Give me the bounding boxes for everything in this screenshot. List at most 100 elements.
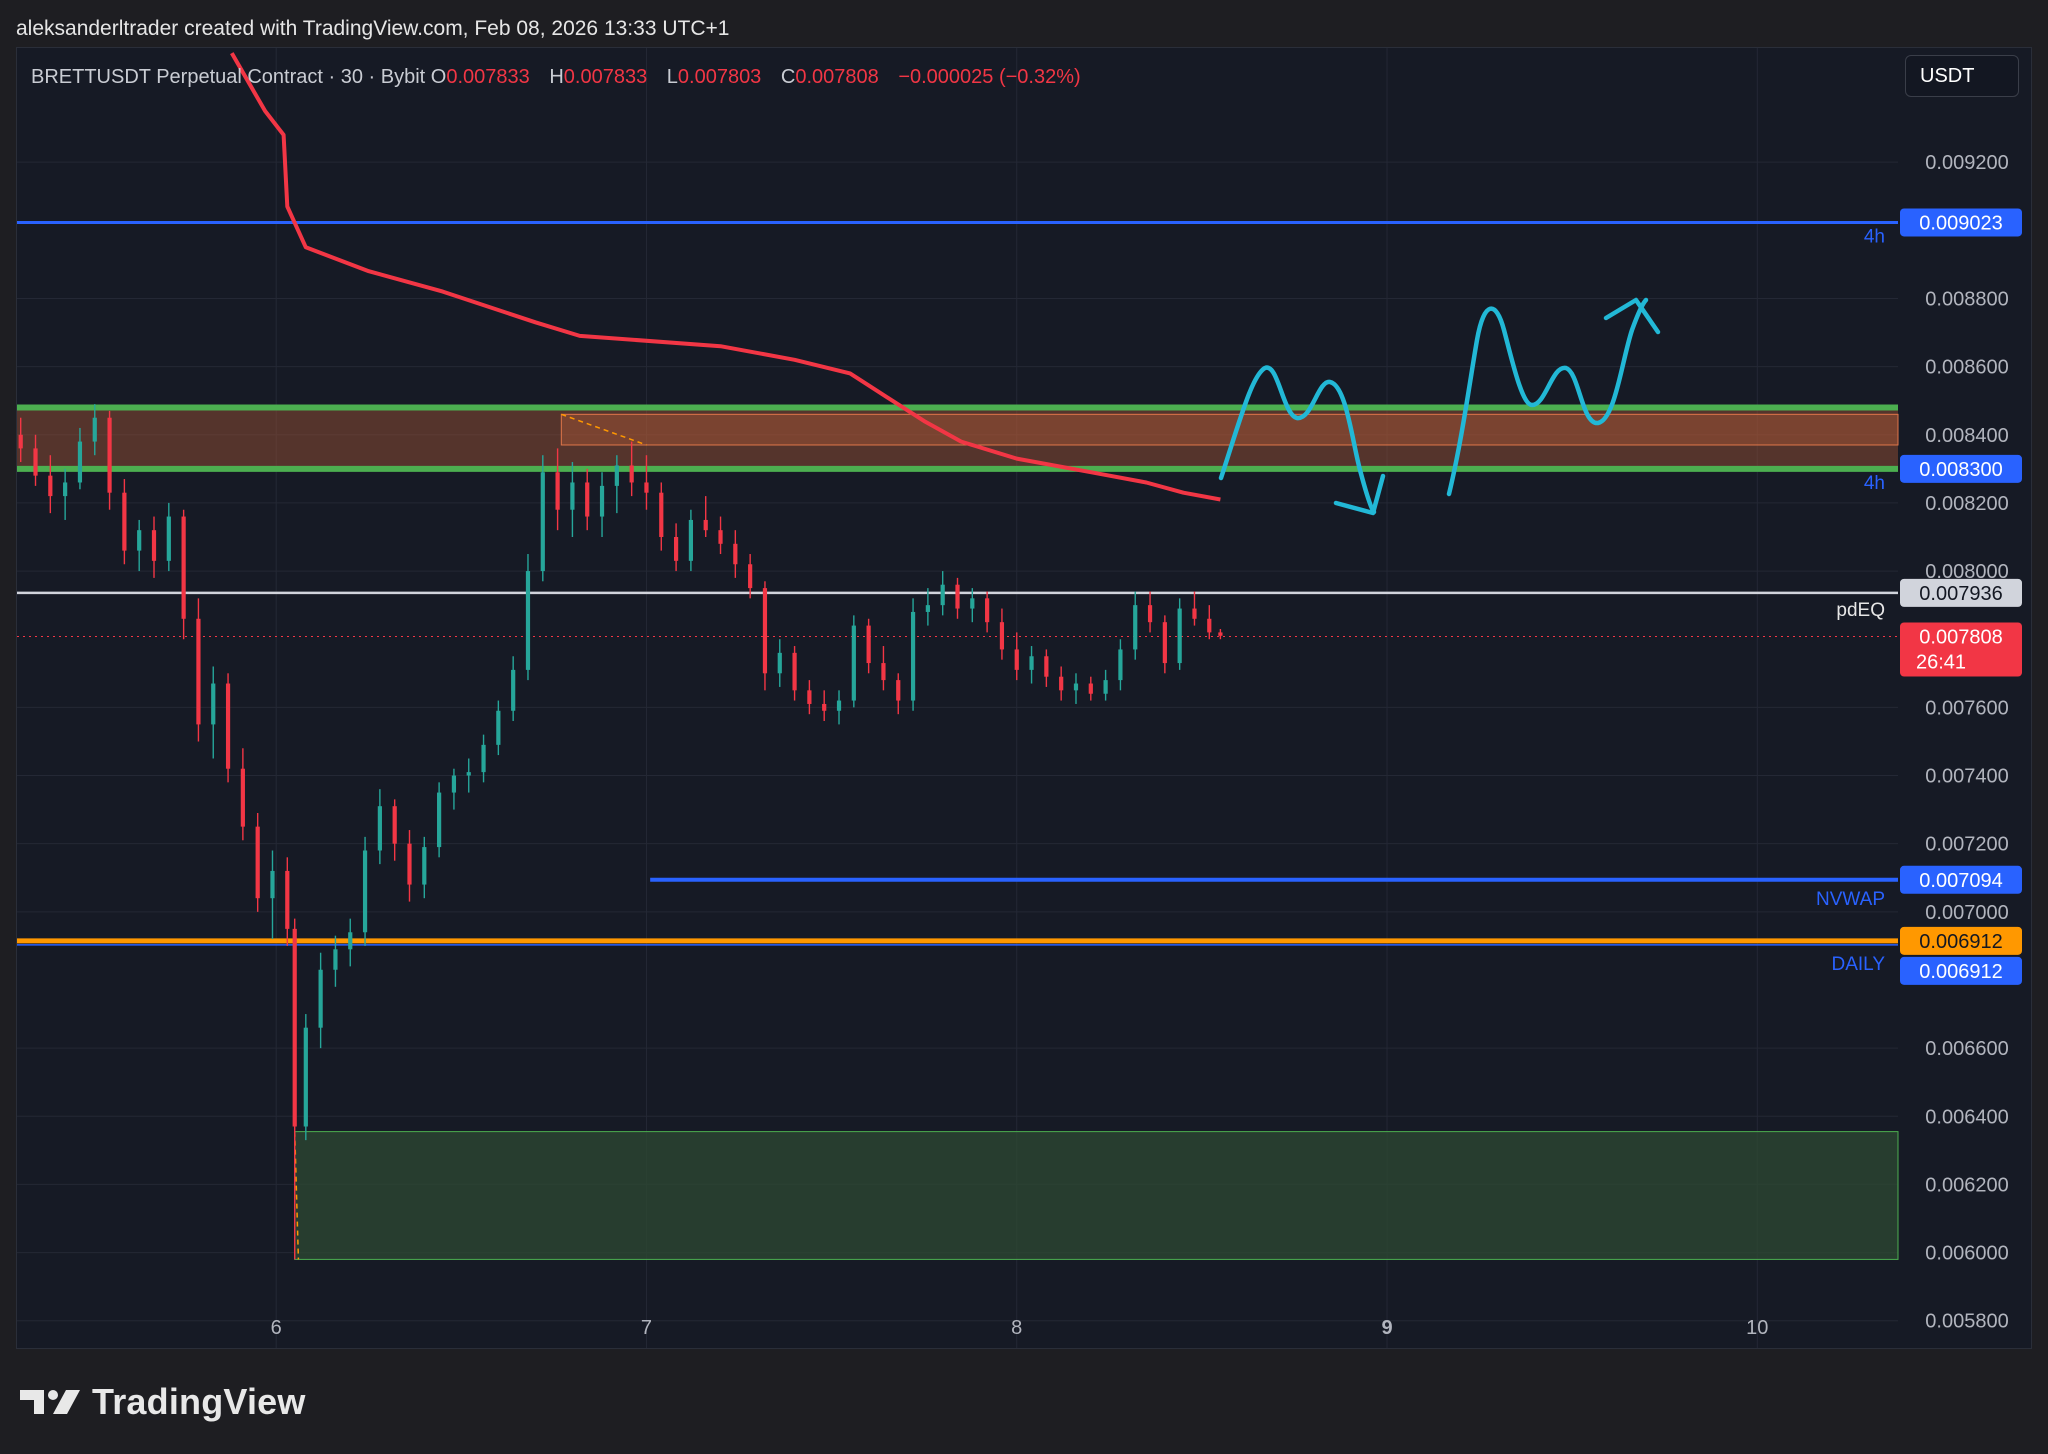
chart-overlay — [230, 52, 1221, 502]
chart-attribution: aleksanderltrader created with TradingVi… — [16, 17, 730, 40]
candle-body — [151, 530, 157, 561]
candle-body — [659, 492, 664, 537]
candle-body — [1118, 649, 1123, 681]
tradingview-logo-icon — [20, 1390, 80, 1414]
price-label-bg — [1900, 208, 2022, 237]
candle-body — [985, 598, 990, 623]
price-label: 0.006912 — [1919, 961, 2002, 983]
low-label: L — [666, 66, 678, 88]
candle-body — [748, 564, 753, 589]
candle-body — [1218, 632, 1223, 636]
price-label-bg — [1900, 926, 2022, 955]
candle-body — [270, 870, 275, 899]
candle-body — [1044, 656, 1049, 677]
candle-body — [292, 928, 297, 1127]
last-price-label-bg — [1900, 622, 2022, 677]
candle-body — [955, 584, 960, 609]
symbol-label[interactable]: BRETTUSDT Perpetual Contract · 30 · Bybi… — [31, 66, 426, 88]
candle-body — [777, 652, 782, 674]
candle-body — [822, 703, 827, 711]
x-tick-label: 9 — [1381, 1317, 1392, 1339]
candle-body — [807, 690, 812, 704]
price-label: 0.007936 — [1919, 583, 2002, 605]
price-axis: 0.009200 0.008800 0.008600 0.008400 0.008200… — [1925, 152, 2008, 1333]
candle-body — [644, 482, 649, 493]
level-tag: 4h — [1864, 473, 1885, 494]
candle-body — [107, 417, 112, 493]
candle-body — [451, 775, 457, 793]
candle-body — [407, 843, 412, 885]
x-tick-label: 8 — [1011, 1317, 1022, 1339]
candle-body — [881, 663, 886, 681]
level-tag: pdEQ — [1836, 600, 1885, 621]
candle-body — [1059, 676, 1064, 691]
y-tick-label: 0.006600 — [1925, 1038, 2008, 1060]
candle-body — [1162, 622, 1167, 664]
currency-button[interactable]: USDT — [1905, 55, 2019, 97]
high-value: 0.007833 — [563, 66, 648, 88]
candle-body — [555, 472, 560, 510]
last-price-label: 0.007808 — [1919, 626, 2002, 648]
candle-body — [733, 543, 738, 565]
candle-body — [1207, 618, 1212, 633]
candle-body — [166, 516, 171, 561]
candle-body — [688, 519, 694, 561]
open-value: 0.007833 — [446, 66, 530, 88]
price-label: 0.009023 — [1919, 212, 2002, 234]
x-tick-label: 10 — [1746, 1317, 1768, 1339]
candle-body — [896, 680, 901, 701]
candle-body — [1177, 608, 1182, 664]
y-tick-label: 0.008800 — [1925, 288, 2008, 310]
price-label: 0.007094 — [1919, 870, 2002, 892]
candle-body — [940, 584, 945, 606]
price-labels: 0.009023 0.008300 0.007936 0.007094 0.006912… — [1816, 208, 2022, 985]
candle-body — [866, 625, 871, 664]
price-label-bg — [1900, 454, 2022, 483]
y-tick-label: 0.006200 — [1925, 1174, 2008, 1196]
candle-body — [422, 847, 427, 885]
y-tick-label: 0.007600 — [1925, 697, 2008, 719]
candle-body — [466, 772, 471, 776]
projection-path-2 — [1446, 297, 1649, 497]
candle-body — [511, 669, 516, 711]
level-tag: NVWAP — [1816, 889, 1885, 910]
candle-body — [629, 465, 634, 483]
candle-body — [18, 434, 23, 449]
candle-body — [377, 806, 382, 851]
candle-body — [362, 850, 368, 933]
high-label: H — [549, 66, 564, 88]
y-tick-label: 0.008200 — [1925, 493, 2008, 515]
candle-body — [137, 530, 142, 551]
price-label-bg — [1900, 578, 2022, 607]
candle-body — [673, 536, 679, 561]
candle-body — [348, 932, 353, 950]
x-tick-label: 7 — [641, 1317, 652, 1339]
candle-body — [614, 465, 619, 486]
candle-body — [181, 516, 186, 619]
tradingview-branding[interactable]: TradingView — [20, 1381, 306, 1423]
candle-body — [211, 683, 216, 725]
candle-body — [318, 969, 323, 1028]
support-zone — [294, 1131, 1899, 1260]
change-value: −0.000025 (−0.32%) — [898, 66, 1081, 88]
candle-body — [92, 417, 97, 442]
projection-path-1 — [1218, 365, 1377, 515]
candle-body — [1073, 683, 1079, 691]
candle-body — [585, 482, 590, 517]
candle-body — [570, 482, 575, 510]
projection-arrow-down — [1333, 473, 1386, 516]
candle-body — [910, 611, 916, 701]
candle-body — [333, 949, 338, 970]
candle-body — [925, 605, 930, 612]
candle-body — [999, 622, 1005, 650]
time-axis: 6 7 8 9 10 — [271, 1317, 1769, 1339]
low-value: 0.007803 — [677, 66, 762, 88]
level-tag: DAILY — [1831, 954, 1885, 975]
price-zones — [17, 407, 1899, 1260]
anchored-vwap-line — [230, 52, 1221, 502]
y-tick-label: 0.007000 — [1925, 902, 2008, 924]
candle-body — [792, 652, 797, 691]
candle-body — [1133, 605, 1138, 650]
y-tick-label: 0.008400 — [1925, 425, 2008, 447]
